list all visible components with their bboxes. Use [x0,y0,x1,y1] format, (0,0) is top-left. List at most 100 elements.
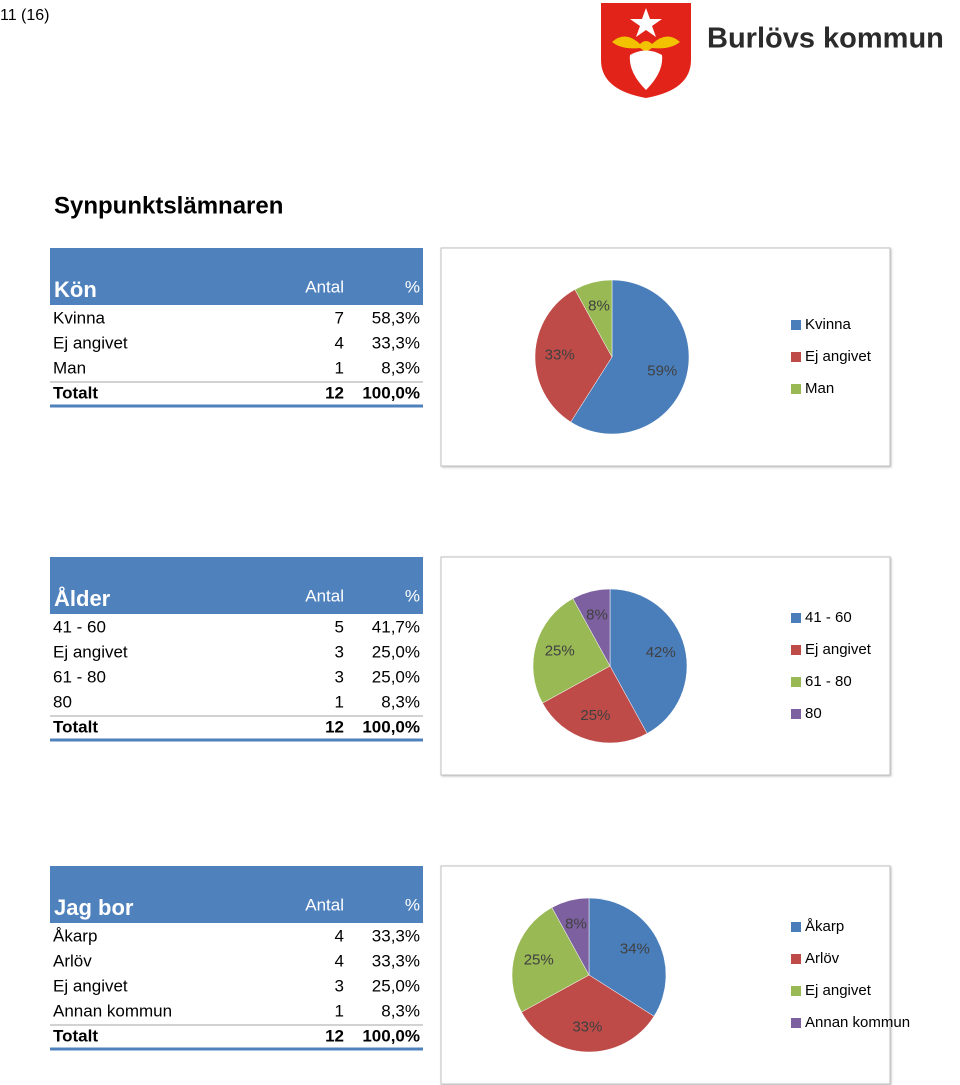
row-label: 41 - 60 [53,617,106,636]
table-cell: 8,3% [381,358,420,377]
table-cell: 12 [325,383,344,402]
row-label: Ej angivet [53,642,128,661]
pie-slice [521,974,655,1053]
table-header [50,248,423,305]
table-header [50,557,423,614]
row-label: Kvinna [53,308,106,327]
data-label: 34% [620,941,650,958]
table-cell: 1 [335,1001,344,1020]
table-cell: 3 [335,642,344,661]
legend-swatch [791,954,801,964]
table-cell: 4 [335,951,344,970]
pie-slice [574,279,613,358]
row-label: Ej angivet [53,976,128,995]
column-header: Antal [305,277,344,296]
legend-label: Arlöv [805,950,840,967]
row-label: Man [53,358,86,377]
legend-swatch [791,1018,801,1028]
table-cell: 1 [335,692,344,711]
heading: Synpunktslämnaren [54,192,283,219]
table-cell: 3 [335,667,344,686]
pie-slice [542,665,648,744]
page-number: 11 (16) [0,7,50,24]
table-cell: 1 [335,358,344,377]
logo [601,3,691,98]
legend-swatch [791,613,801,623]
table-cell: 7 [335,308,344,327]
legend-swatch [791,922,801,932]
data-label: 25% [524,951,554,968]
table-cell: 3 [335,976,344,995]
row-label: Annan kommun [53,1001,172,1020]
legend-swatch [791,320,801,330]
table-cell: 100,0% [362,1026,420,1045]
table-cell: 8,3% [381,1001,420,1020]
legend-label: 80 [805,705,822,722]
column-header: Antal [305,895,344,914]
table-cell: 100,0% [362,717,420,736]
legend-label: Annan kommun [805,1014,910,1031]
pie-slice [572,588,611,667]
legend-label: Kvinna [805,316,852,333]
table-title: Kön [54,277,97,302]
table-cell: 25,0% [372,976,420,995]
legend-swatch [791,986,801,996]
table-cell: 12 [325,717,344,736]
data-label: 33% [545,346,575,363]
table-cell: 33,3% [372,926,420,945]
legend-swatch [791,384,801,394]
table-cell: 4 [335,926,344,945]
table-cell: 100,0% [362,383,420,402]
legend-label: 61 - 80 [805,673,852,690]
row-label: Arlöv [53,951,92,970]
pie-slice [570,279,690,435]
column-header: % [405,895,420,914]
table-cell: 33,3% [372,333,420,352]
column-header: Antal [305,586,344,605]
legend-label: Man [805,380,834,397]
table-cell: 4 [335,333,344,352]
data-label: 25% [545,642,575,659]
legend-swatch [791,709,801,719]
row-label: 80 [53,692,72,711]
row-label: Ej angivet [53,333,128,352]
legend-label: 41 - 60 [805,609,852,626]
column-header: % [405,277,420,296]
table-cell: 8,3% [381,692,420,711]
legend-label: Ej angivet [805,348,872,365]
row-label: Totalt [53,717,98,736]
logo-text: Burlövs kommun [707,23,944,55]
legend-label: Ej angivet [805,641,872,658]
pie-slice [588,897,667,1017]
table-header [50,866,423,923]
row-label: Totalt [53,1026,98,1045]
row-label: Åkarp [53,926,97,945]
data-label: 8% [565,915,587,932]
legend-label: Ej angivet [805,982,872,999]
table-cell: 41,7% [372,617,420,636]
data-label: 59% [647,363,677,380]
legend-swatch [791,352,801,362]
pie-slice [511,907,590,1013]
data-label: 8% [586,606,608,623]
table-cell: 5 [335,617,344,636]
table-cell: 12 [325,1026,344,1045]
table-cell: 25,0% [372,667,420,686]
row-label: 61 - 80 [53,667,106,686]
data-label: 33% [572,1018,602,1035]
column-header: % [405,586,420,605]
table-cell: 58,3% [372,308,420,327]
pie-slice [532,598,611,704]
table-cell: 25,0% [372,642,420,661]
table-cell: 33,3% [372,951,420,970]
pie-slice [551,897,590,976]
data-label: 42% [646,644,676,661]
table-title: Jag bor [54,895,134,920]
data-label: 25% [580,707,610,724]
legend-swatch [791,645,801,655]
legend-swatch [791,677,801,687]
legend-label: Åkarp [805,918,844,935]
table-title: Ålder [54,585,111,611]
